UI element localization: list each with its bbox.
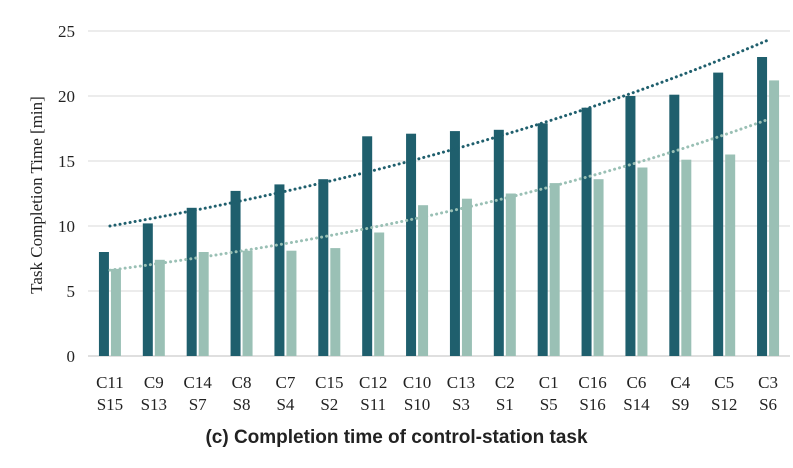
x-tick-label: C7	[276, 373, 296, 392]
y-tick-label: 20	[58, 87, 75, 106]
bar	[637, 167, 648, 356]
bar	[593, 179, 604, 356]
bar	[406, 133, 417, 356]
y-tick-label: 25	[58, 22, 75, 41]
bar	[757, 57, 768, 356]
x-tick-label: S11	[360, 395, 386, 414]
bar	[493, 129, 504, 356]
x-tick-label: S15	[97, 395, 123, 414]
x-tick-label: S4	[276, 395, 294, 414]
x-tick-label: S13	[141, 395, 167, 414]
x-tick-label: S7	[189, 395, 207, 414]
x-tick-label: C3	[758, 373, 778, 392]
x-tick-label: C4	[670, 373, 690, 392]
x-tick-label: C5	[714, 373, 734, 392]
trendline	[108, 38, 770, 228]
trendlines	[108, 38, 770, 272]
bar	[461, 198, 472, 356]
x-tick-label: C14	[184, 373, 213, 392]
x-tick-label: S8	[233, 395, 251, 414]
bar	[549, 183, 560, 356]
x-tick-label: S10	[404, 395, 430, 414]
bar	[581, 107, 592, 356]
bar	[449, 131, 460, 356]
x-tick-label: C16	[578, 373, 606, 392]
x-tick-label: S1	[496, 395, 514, 414]
trendline	[108, 117, 770, 272]
x-tick-label: C6	[627, 373, 647, 392]
x-tick-label: S12	[711, 395, 737, 414]
bar	[154, 259, 165, 356]
bar	[769, 80, 780, 357]
bar	[625, 96, 636, 356]
x-tick-labels: C11 S15 C9 S13 C14 S7 C8 S8 C7 S4 C15 S2 C12 S11 C10 S1…	[96, 373, 778, 414]
bar	[274, 184, 285, 356]
bars	[98, 57, 780, 357]
bar	[537, 123, 548, 356]
figure-caption: (c) Completion time of control-station t…	[205, 427, 588, 448]
y-tick-label: 0	[67, 347, 76, 366]
bar	[110, 268, 121, 356]
x-tick-label: C8	[232, 373, 252, 392]
bar	[198, 252, 209, 356]
x-tick-label: C9	[144, 373, 164, 392]
x-tick-label: S3	[452, 395, 470, 414]
x-tick-label: S6	[759, 395, 777, 414]
bar	[286, 250, 297, 356]
x-tick-label: S2	[320, 395, 338, 414]
x-tick-label: C12	[359, 373, 387, 392]
bar	[142, 223, 153, 356]
bar	[713, 72, 724, 356]
x-tick-label: S9	[671, 395, 689, 414]
y-tick-label: 15	[58, 152, 75, 171]
y-tick-labels: 0 5 10 15 20 25	[58, 22, 75, 366]
y-axis-title: Task Completion Time [min]	[27, 96, 46, 294]
x-tick-label: S16	[579, 395, 605, 414]
bar	[374, 232, 385, 356]
bar	[505, 193, 516, 356]
bar	[242, 250, 253, 356]
bar	[186, 207, 197, 356]
x-tick-label: C11	[96, 373, 124, 392]
bar	[681, 159, 692, 356]
bar	[725, 154, 736, 356]
x-tick-label: S14	[623, 395, 650, 414]
bar	[669, 94, 680, 356]
y-tick-label: 5	[67, 282, 76, 301]
bar-chart: 0 5 10 15 20 25 C11 S15 C9 S13 C14 S7 C8 S8 C7 S4 C15 S2…	[27, 22, 790, 414]
bar	[318, 179, 329, 356]
bar	[98, 252, 109, 356]
x-tick-label: C1	[539, 373, 559, 392]
bar	[230, 190, 241, 356]
bar	[418, 205, 429, 356]
x-tick-label: C10	[403, 373, 431, 392]
bar	[362, 136, 373, 356]
bar	[330, 248, 341, 356]
x-tick-label: S5	[540, 395, 558, 414]
x-tick-label: C2	[495, 373, 515, 392]
x-tick-label: C13	[447, 373, 475, 392]
y-tick-label: 10	[58, 217, 75, 236]
x-tick-label: C15	[315, 373, 343, 392]
